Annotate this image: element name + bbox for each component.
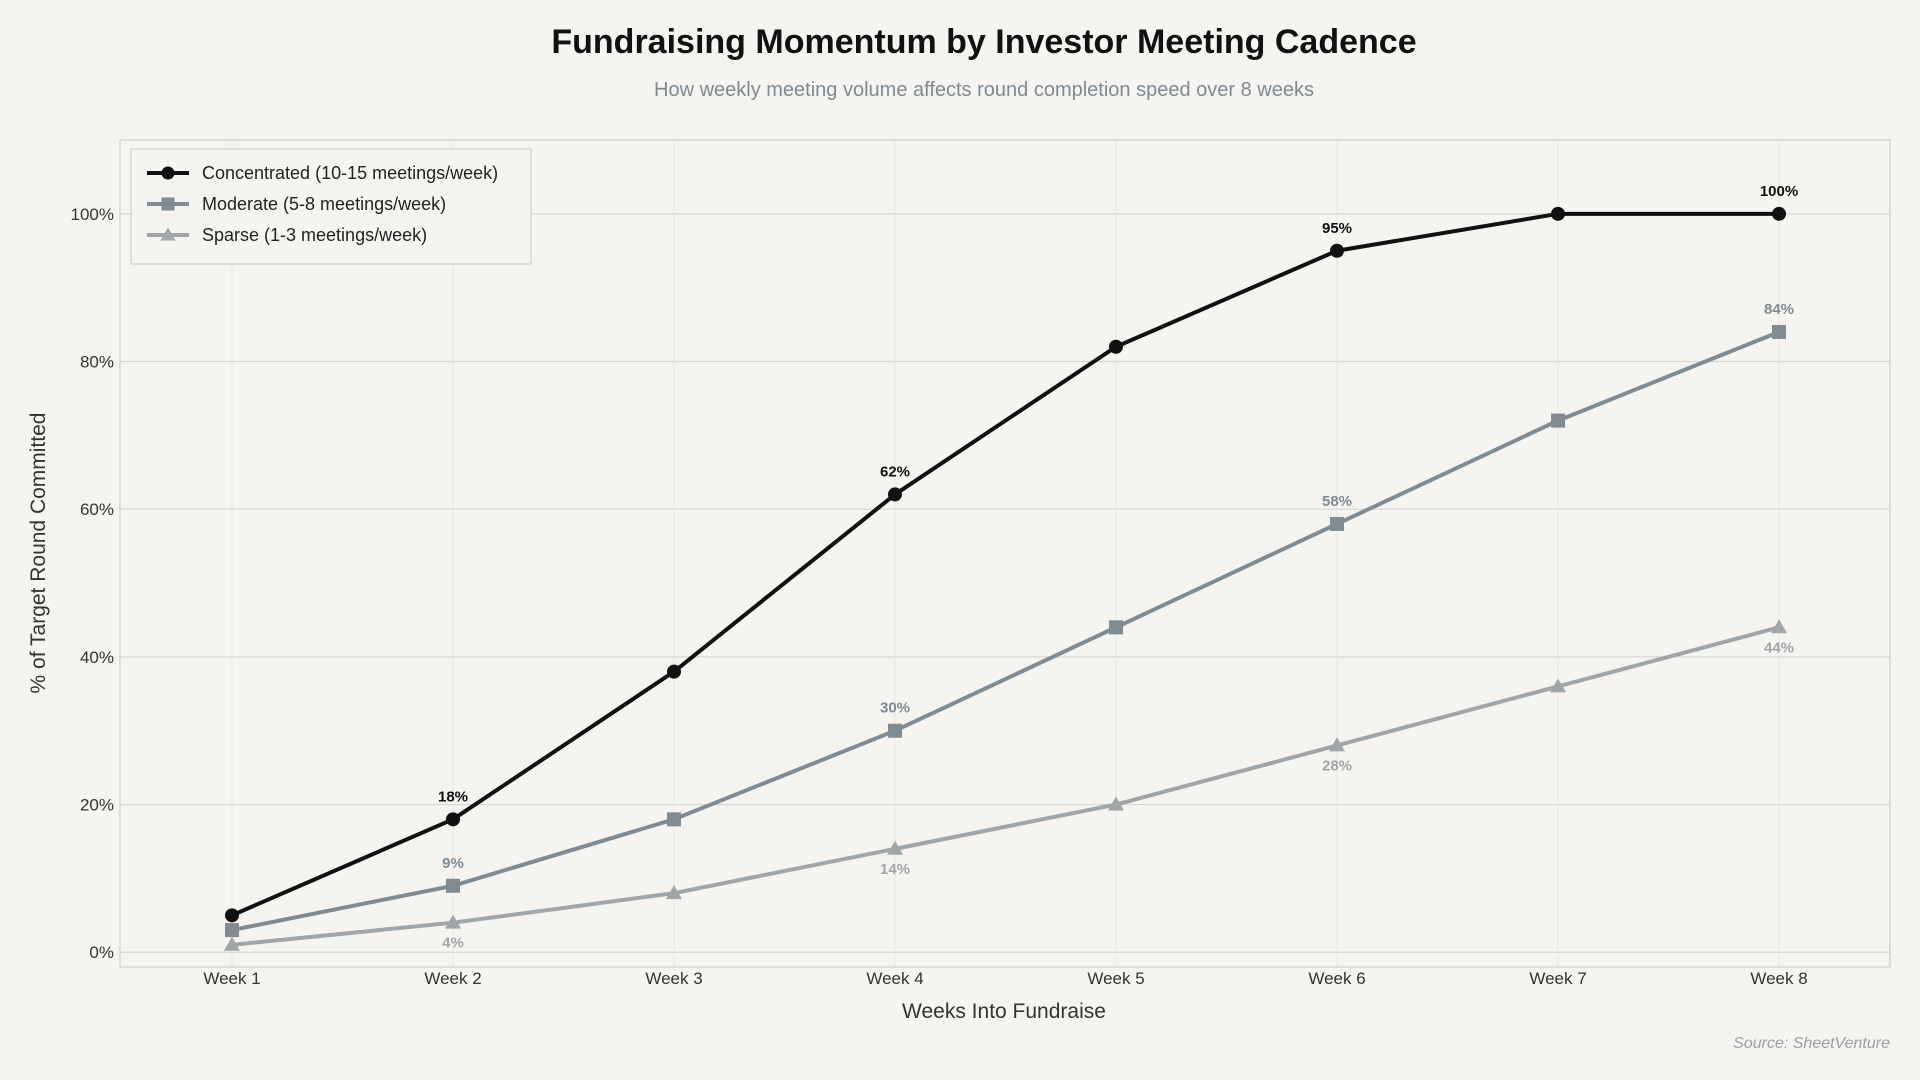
chart-subtitle: How weekly meeting volume affects round … bbox=[654, 79, 1314, 101]
legend-marker bbox=[161, 166, 175, 180]
source-note: Source: SheetVenture bbox=[1733, 1035, 1890, 1052]
x-tick-label: Week 1 bbox=[203, 969, 260, 988]
data-label: 4% bbox=[442, 935, 464, 952]
data-point bbox=[1549, 678, 1567, 693]
data-point bbox=[1328, 737, 1346, 752]
data-point bbox=[665, 885, 683, 900]
series-line bbox=[230, 625, 1781, 947]
y-tick-label: 0% bbox=[89, 943, 114, 962]
data-point bbox=[1109, 620, 1123, 635]
data-point bbox=[444, 914, 462, 929]
y-tick-label: 100% bbox=[71, 205, 114, 224]
legend: Concentrated (10-15 meetings/week) Modera… bbox=[130, 148, 532, 265]
data-label: 100% bbox=[1760, 183, 1798, 200]
y-tick-label: 80% bbox=[80, 353, 114, 372]
data-point bbox=[446, 878, 460, 893]
data-label: 14% bbox=[880, 861, 910, 878]
legend-item: Concentrated (10-15 meetings/week) bbox=[147, 163, 498, 183]
series-line bbox=[230, 211, 1781, 918]
x-tick-label: Week 7 bbox=[1529, 969, 1586, 988]
data-point bbox=[225, 923, 239, 938]
data-label: 9% bbox=[442, 855, 464, 872]
y-axis-ticks: 0% 20% 40% 60% 80% 100% bbox=[71, 205, 114, 962]
series-2 bbox=[223, 619, 1788, 951]
legend-marker bbox=[161, 197, 175, 211]
series-line bbox=[230, 329, 1781, 933]
x-axis-ticks: Week 1 Week 2 Week 3 Week 4 Week 5 Week 6 Week… bbox=[203, 969, 1807, 988]
data-point bbox=[225, 908, 239, 923]
data-label: 84% bbox=[1764, 301, 1794, 318]
x-tick-label: Week 3 bbox=[645, 969, 702, 988]
data-point bbox=[1551, 206, 1565, 221]
data-point bbox=[1330, 243, 1344, 258]
x-tick-label: Week 2 bbox=[424, 969, 481, 988]
legend-box bbox=[130, 148, 532, 265]
x-tick-label: Week 6 bbox=[1308, 969, 1365, 988]
data-point bbox=[1770, 619, 1788, 634]
data-labels: 18% 62% 95% 100% 9% 30% 58% 84% 4% 14% 28% 44% bbox=[438, 183, 1798, 952]
x-tick-label: Week 5 bbox=[1087, 969, 1144, 988]
legend-label: Sparse (1-3 meetings/week) bbox=[202, 225, 427, 245]
legend-marker bbox=[160, 227, 176, 241]
data-point bbox=[1109, 339, 1123, 354]
data-point bbox=[1551, 413, 1565, 428]
y-tick-label: 40% bbox=[80, 648, 114, 667]
y-tick-label: 60% bbox=[80, 500, 114, 519]
series-lines bbox=[223, 206, 1788, 951]
data-point bbox=[1772, 206, 1786, 221]
legend-label: Concentrated (10-15 meetings/week) bbox=[202, 163, 498, 183]
series-1 bbox=[225, 324, 1786, 938]
data-label: 58% bbox=[1322, 493, 1352, 510]
data-point bbox=[886, 840, 904, 855]
data-point bbox=[223, 936, 241, 951]
data-point bbox=[888, 723, 902, 738]
x-axis-label: Weeks Into Fundraise bbox=[902, 1000, 1106, 1023]
legend-label: Moderate (5-8 meetings/week) bbox=[202, 194, 446, 214]
plot-frame bbox=[119, 139, 1891, 968]
legend-item: Sparse (1-3 meetings/week) bbox=[147, 225, 427, 245]
data-point bbox=[446, 812, 460, 827]
x-tick-label: Week 4 bbox=[866, 969, 923, 988]
y-axis-label: % of Target Round Committed bbox=[27, 413, 50, 694]
data-point bbox=[1330, 516, 1344, 531]
data-label: 95% bbox=[1322, 220, 1352, 237]
data-label: 28% bbox=[1322, 757, 1352, 774]
x-tick-label: Week 8 bbox=[1750, 969, 1807, 988]
data-label: 30% bbox=[880, 700, 910, 717]
data-label: 44% bbox=[1764, 639, 1794, 656]
chart-title: Fundraising Momentum by Investor Meeting… bbox=[551, 23, 1416, 61]
data-point bbox=[888, 487, 902, 502]
data-point bbox=[667, 812, 681, 827]
data-point bbox=[667, 664, 681, 679]
data-label: 62% bbox=[880, 463, 910, 480]
data-label: 18% bbox=[438, 788, 468, 805]
y-tick-label: 20% bbox=[80, 796, 114, 815]
series-0 bbox=[225, 206, 1786, 923]
legend-item: Moderate (5-8 meetings/week) bbox=[147, 194, 446, 214]
data-point bbox=[1107, 796, 1125, 811]
data-point bbox=[1772, 324, 1786, 339]
